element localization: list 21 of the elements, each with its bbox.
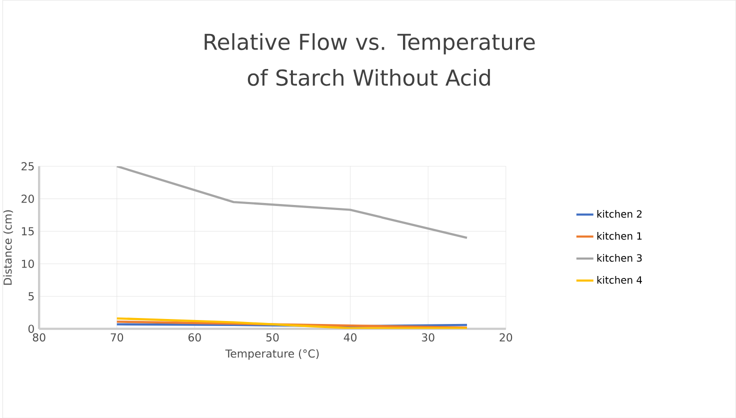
y-tick-label: 15 xyxy=(22,227,34,236)
x-tick-label: 40 xyxy=(344,333,357,342)
x-tick-label: 80 xyxy=(32,333,46,342)
x-axis-title: Temperature (°C) xyxy=(225,349,319,360)
y-tick-label: 25 xyxy=(22,162,34,170)
line-series xyxy=(116,166,468,239)
x-tick-label: 60 xyxy=(188,333,201,342)
x-tick-label: 20 xyxy=(500,333,512,342)
y-axis-title: Distance (cm) xyxy=(3,210,14,285)
y-tick-label: 10 xyxy=(22,260,34,268)
legend-label: kitchen 2 xyxy=(597,210,642,218)
legend-label: kitchen 4 xyxy=(597,276,642,284)
x-tick-label: 70 xyxy=(110,333,124,342)
x-tick-label: 50 xyxy=(266,333,279,342)
x-tick-label: 30 xyxy=(422,333,434,342)
y-tick-label: 5 xyxy=(28,292,34,300)
y-tick-label: 20 xyxy=(22,194,34,203)
legend-label: kitchen 3 xyxy=(597,254,642,262)
chart-title: Relative Flow vs. Temperature of Starch Without Acid xyxy=(204,33,535,86)
legend-label: kitchen 1 xyxy=(597,232,642,240)
y-tick-label: 0 xyxy=(28,324,34,333)
